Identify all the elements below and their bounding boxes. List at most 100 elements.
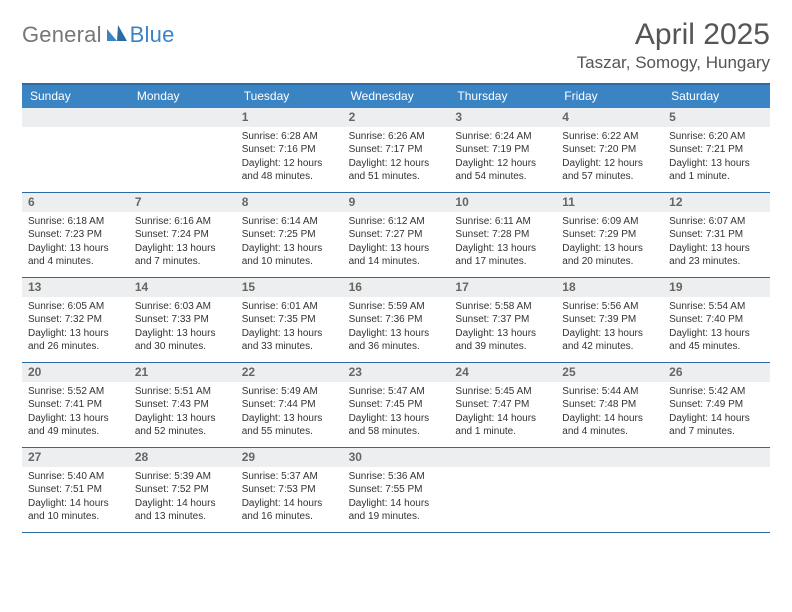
day-cell: 7Sunrise: 6:16 AM Sunset: 7:24 PM Daylig… — [129, 193, 236, 277]
empty-cell — [22, 108, 129, 192]
day-number: 2 — [343, 108, 450, 127]
day-number: 14 — [129, 278, 236, 297]
day-number: 5 — [663, 108, 770, 127]
day-details: Sunrise: 5:39 AM Sunset: 7:52 PM Dayligh… — [129, 467, 236, 527]
day-number: 26 — [663, 363, 770, 382]
empty-cell — [556, 448, 663, 532]
empty-cell — [129, 108, 236, 192]
day-details: Sunrise: 6:05 AM Sunset: 7:32 PM Dayligh… — [22, 297, 129, 357]
day-number: 4 — [556, 108, 663, 127]
day-details: Sunrise: 5:56 AM Sunset: 7:39 PM Dayligh… — [556, 297, 663, 357]
location-subtitle: Taszar, Somogy, Hungary — [577, 53, 770, 73]
title-block: April 2025 Taszar, Somogy, Hungary — [577, 18, 770, 73]
day-details: Sunrise: 6:18 AM Sunset: 7:23 PM Dayligh… — [22, 212, 129, 272]
dow-sunday: Sunday — [22, 85, 129, 108]
brand-part1: General — [22, 22, 102, 48]
day-number: 22 — [236, 363, 343, 382]
day-number: 29 — [236, 448, 343, 467]
day-cell: 22Sunrise: 5:49 AM Sunset: 7:44 PM Dayli… — [236, 363, 343, 447]
day-number: 24 — [449, 363, 556, 382]
empty-cell — [663, 448, 770, 532]
day-number — [129, 108, 236, 127]
day-cell: 30Sunrise: 5:36 AM Sunset: 7:55 PM Dayli… — [343, 448, 450, 532]
dow-tuesday: Tuesday — [236, 85, 343, 108]
day-number: 8 — [236, 193, 343, 212]
day-cell: 18Sunrise: 5:56 AM Sunset: 7:39 PM Dayli… — [556, 278, 663, 362]
day-cell: 25Sunrise: 5:44 AM Sunset: 7:48 PM Dayli… — [556, 363, 663, 447]
day-details: Sunrise: 6:26 AM Sunset: 7:17 PM Dayligh… — [343, 127, 450, 187]
day-cell: 21Sunrise: 5:51 AM Sunset: 7:43 PM Dayli… — [129, 363, 236, 447]
day-cell: 3Sunrise: 6:24 AM Sunset: 7:19 PM Daylig… — [449, 108, 556, 192]
day-details: Sunrise: 6:24 AM Sunset: 7:19 PM Dayligh… — [449, 127, 556, 187]
day-cell: 1Sunrise: 6:28 AM Sunset: 7:16 PM Daylig… — [236, 108, 343, 192]
day-number: 12 — [663, 193, 770, 212]
day-details: Sunrise: 5:47 AM Sunset: 7:45 PM Dayligh… — [343, 382, 450, 442]
day-cell: 29Sunrise: 5:37 AM Sunset: 7:53 PM Dayli… — [236, 448, 343, 532]
day-number: 27 — [22, 448, 129, 467]
day-details: Sunrise: 5:42 AM Sunset: 7:49 PM Dayligh… — [663, 382, 770, 442]
day-number: 30 — [343, 448, 450, 467]
week-row: 27Sunrise: 5:40 AM Sunset: 7:51 PM Dayli… — [22, 448, 770, 533]
day-details — [129, 127, 236, 177]
day-number — [22, 108, 129, 127]
day-number: 11 — [556, 193, 663, 212]
day-cell: 28Sunrise: 5:39 AM Sunset: 7:52 PM Dayli… — [129, 448, 236, 532]
day-details: Sunrise: 6:07 AM Sunset: 7:31 PM Dayligh… — [663, 212, 770, 272]
day-number: 19 — [663, 278, 770, 297]
day-number: 1 — [236, 108, 343, 127]
day-details — [449, 467, 556, 517]
day-number: 13 — [22, 278, 129, 297]
day-number: 6 — [22, 193, 129, 212]
day-cell: 13Sunrise: 6:05 AM Sunset: 7:32 PM Dayli… — [22, 278, 129, 362]
day-number: 16 — [343, 278, 450, 297]
day-number: 10 — [449, 193, 556, 212]
day-details: Sunrise: 6:14 AM Sunset: 7:25 PM Dayligh… — [236, 212, 343, 272]
day-details — [22, 127, 129, 177]
day-number: 17 — [449, 278, 556, 297]
day-details: Sunrise: 5:54 AM Sunset: 7:40 PM Dayligh… — [663, 297, 770, 357]
day-details: Sunrise: 6:01 AM Sunset: 7:35 PM Dayligh… — [236, 297, 343, 357]
brand-part2: Blue — [130, 22, 175, 48]
day-of-week-header: SundayMondayTuesdayWednesdayThursdayFrid… — [22, 85, 770, 108]
day-details: Sunrise: 5:36 AM Sunset: 7:55 PM Dayligh… — [343, 467, 450, 527]
day-cell: 11Sunrise: 6:09 AM Sunset: 7:29 PM Dayli… — [556, 193, 663, 277]
day-cell: 2Sunrise: 6:26 AM Sunset: 7:17 PM Daylig… — [343, 108, 450, 192]
day-cell: 6Sunrise: 6:18 AM Sunset: 7:23 PM Daylig… — [22, 193, 129, 277]
day-number: 18 — [556, 278, 663, 297]
dow-wednesday: Wednesday — [343, 85, 450, 108]
day-number: 21 — [129, 363, 236, 382]
day-details: Sunrise: 6:11 AM Sunset: 7:28 PM Dayligh… — [449, 212, 556, 272]
day-number — [556, 448, 663, 467]
day-cell: 10Sunrise: 6:11 AM Sunset: 7:28 PM Dayli… — [449, 193, 556, 277]
day-details: Sunrise: 5:44 AM Sunset: 7:48 PM Dayligh… — [556, 382, 663, 442]
dow-monday: Monday — [129, 85, 236, 108]
dow-saturday: Saturday — [663, 85, 770, 108]
day-number: 9 — [343, 193, 450, 212]
day-number — [663, 448, 770, 467]
day-details: Sunrise: 5:59 AM Sunset: 7:36 PM Dayligh… — [343, 297, 450, 357]
day-details: Sunrise: 6:09 AM Sunset: 7:29 PM Dayligh… — [556, 212, 663, 272]
dow-friday: Friday — [556, 85, 663, 108]
day-cell: 5Sunrise: 6:20 AM Sunset: 7:21 PM Daylig… — [663, 108, 770, 192]
day-number: 23 — [343, 363, 450, 382]
day-details: Sunrise: 5:40 AM Sunset: 7:51 PM Dayligh… — [22, 467, 129, 527]
day-cell: 24Sunrise: 5:45 AM Sunset: 7:47 PM Dayli… — [449, 363, 556, 447]
day-cell: 27Sunrise: 5:40 AM Sunset: 7:51 PM Dayli… — [22, 448, 129, 532]
day-cell: 16Sunrise: 5:59 AM Sunset: 7:36 PM Dayli… — [343, 278, 450, 362]
dow-thursday: Thursday — [449, 85, 556, 108]
day-cell: 9Sunrise: 6:12 AM Sunset: 7:27 PM Daylig… — [343, 193, 450, 277]
day-details: Sunrise: 6:22 AM Sunset: 7:20 PM Dayligh… — [556, 127, 663, 187]
day-details: Sunrise: 6:16 AM Sunset: 7:24 PM Dayligh… — [129, 212, 236, 272]
day-details: Sunrise: 5:49 AM Sunset: 7:44 PM Dayligh… — [236, 382, 343, 442]
day-details: Sunrise: 5:51 AM Sunset: 7:43 PM Dayligh… — [129, 382, 236, 442]
day-cell: 20Sunrise: 5:52 AM Sunset: 7:41 PM Dayli… — [22, 363, 129, 447]
day-cell: 4Sunrise: 6:22 AM Sunset: 7:20 PM Daylig… — [556, 108, 663, 192]
day-details — [663, 467, 770, 517]
week-row: 13Sunrise: 6:05 AM Sunset: 7:32 PM Dayli… — [22, 278, 770, 363]
week-row: 20Sunrise: 5:52 AM Sunset: 7:41 PM Dayli… — [22, 363, 770, 448]
day-details: Sunrise: 5:52 AM Sunset: 7:41 PM Dayligh… — [22, 382, 129, 442]
day-cell: 26Sunrise: 5:42 AM Sunset: 7:49 PM Dayli… — [663, 363, 770, 447]
calendar: SundayMondayTuesdayWednesdayThursdayFrid… — [22, 83, 770, 533]
day-cell: 12Sunrise: 6:07 AM Sunset: 7:31 PM Dayli… — [663, 193, 770, 277]
day-cell: 17Sunrise: 5:58 AM Sunset: 7:37 PM Dayli… — [449, 278, 556, 362]
